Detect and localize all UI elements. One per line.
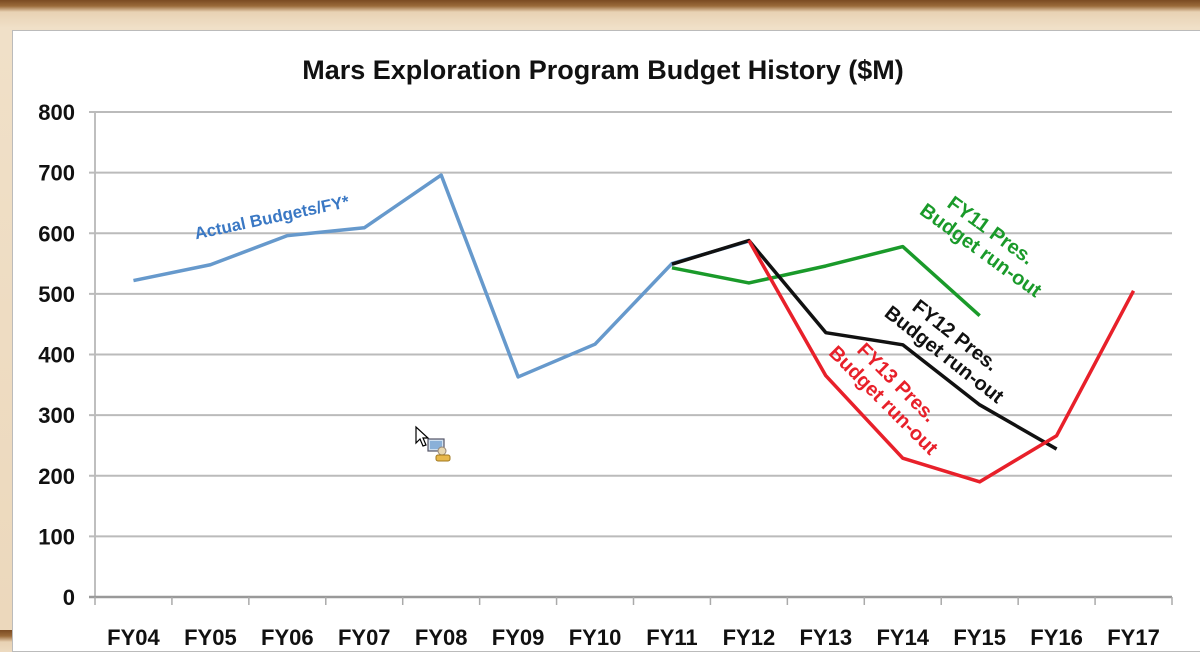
budget-line-chart: Mars Exploration Program Budget History …: [13, 31, 1200, 651]
y-tick-label: 0: [63, 585, 75, 610]
y-tick-label: 100: [38, 524, 75, 549]
y-tick-label: 700: [38, 161, 75, 186]
x-tick-label: FY07: [338, 625, 391, 650]
x-tick-label: FY09: [492, 625, 545, 650]
series-line-0: [133, 175, 748, 377]
x-tick-label: FY11: [646, 625, 697, 650]
x-tick-label: FY13: [800, 625, 853, 650]
x-tick-label: FY14: [876, 625, 929, 650]
y-tick-label: 600: [38, 221, 75, 246]
x-tick-label: FY10: [569, 625, 622, 650]
chart-title: Mars Exploration Program Budget History …: [302, 55, 904, 85]
x-tick-label: FY06: [261, 625, 314, 650]
pointer-with-remote-desktop-icon: [414, 425, 454, 465]
y-tick-label: 400: [38, 343, 75, 368]
x-tick-label: FY12: [723, 625, 776, 650]
x-tick-label: FY15: [953, 625, 1006, 650]
x-tick-label: FY04: [107, 625, 160, 650]
annotation-label: Actual Budgets/FY*: [193, 192, 352, 243]
chart-panel: Mars Exploration Program Budget History …: [12, 30, 1200, 652]
x-tick-label: FY08: [415, 625, 468, 650]
x-tick-label: FY17: [1107, 625, 1160, 650]
y-tick-label: 300: [38, 403, 75, 428]
x-tick-label: FY05: [184, 625, 237, 650]
x-tick-label: FY16: [1030, 625, 1083, 650]
annotation-line1: Actual Budgets/FY*: [193, 192, 352, 243]
y-tick-label: 800: [38, 100, 75, 125]
annotation-label: FY11 Pres.Budget run-out: [916, 182, 1059, 303]
y-tick-label: 200: [38, 464, 75, 489]
y-tick-label: 500: [38, 282, 75, 307]
